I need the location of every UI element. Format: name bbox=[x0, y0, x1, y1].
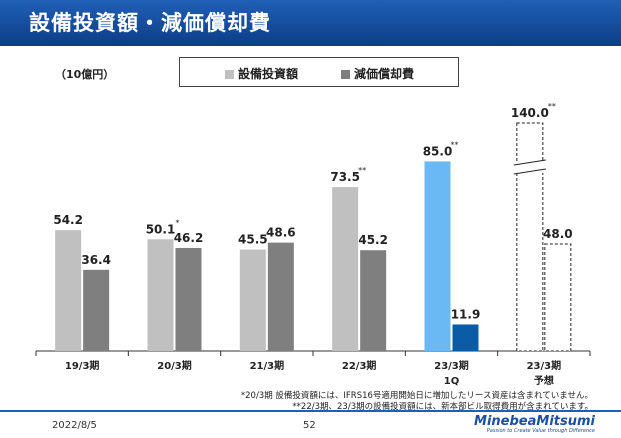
footer-date: 2022/8/5 bbox=[52, 420, 97, 431]
company-logo: MinebeaMitsumi Passion to Create Value t… bbox=[474, 415, 595, 435]
data-label: 48.0 bbox=[543, 227, 573, 241]
footer-divider bbox=[0, 410, 621, 412]
data-label: 140.0 bbox=[511, 106, 549, 120]
logo-tagline: Passion to Create Value through Differen… bbox=[486, 428, 595, 434]
data-label: 36.4 bbox=[81, 253, 111, 267]
bar-capex bbox=[332, 187, 359, 351]
footnote-marker: ** bbox=[451, 140, 459, 149]
footnote-marker: * bbox=[176, 218, 180, 227]
legend-swatch-capex bbox=[225, 70, 234, 79]
legend-item-depreciation: 減価償却費 bbox=[341, 65, 414, 82]
footnote-1: *20/3期 設備投資額には、IFRS16号適用開始日に増加したリース資産は含ま… bbox=[240, 391, 593, 401]
category-label: 23/3期 bbox=[527, 359, 562, 372]
bar-depreciation bbox=[544, 243, 572, 352]
bar-depreciation bbox=[360, 250, 387, 351]
footnote-2: **22/3期、23/3期の設備投資額には、新本部ビル取得費用が含まれています。 bbox=[292, 402, 593, 412]
page-title: 設備投資額・減価償却費 bbox=[29, 11, 271, 35]
axis-break-line bbox=[513, 168, 546, 175]
page-number: 52 bbox=[303, 420, 316, 431]
category-sublabel: 1Q bbox=[444, 376, 459, 387]
bar-capex bbox=[424, 161, 451, 351]
category-label: 22/3期 bbox=[342, 359, 377, 372]
legend-label-depreciation: 減価償却費 bbox=[354, 67, 415, 81]
data-label: 11.9 bbox=[451, 307, 481, 321]
category-label: 21/3期 bbox=[250, 359, 285, 372]
data-label: 45.5 bbox=[238, 233, 268, 247]
legend-swatch-depreciation bbox=[341, 70, 350, 79]
bar-depreciation bbox=[175, 247, 202, 351]
title-bar: 設備投資額・減価償却費 bbox=[0, 0, 621, 46]
legend-label-capex: 設備投資額 bbox=[238, 67, 299, 81]
axis-break-line bbox=[513, 159, 546, 166]
data-label: 48.6 bbox=[266, 226, 296, 240]
bar-capex bbox=[55, 230, 82, 351]
category-label: 19/3期 bbox=[65, 359, 100, 372]
bar-capex bbox=[239, 249, 266, 351]
data-label: 50.1 bbox=[146, 222, 176, 236]
category-sublabel: 予想 bbox=[534, 374, 554, 387]
data-label: 54.2 bbox=[53, 213, 83, 227]
data-label: 85.0 bbox=[423, 144, 453, 158]
logo-wordmark: MinebeaMitsumi bbox=[474, 414, 595, 429]
chart-legend: 設備投資額 減価償却費 bbox=[179, 57, 459, 87]
legend-item-capex: 設備投資額 bbox=[225, 65, 298, 82]
bar-capex bbox=[516, 122, 544, 352]
bar-capex bbox=[147, 239, 174, 351]
footnote-marker: ** bbox=[358, 166, 366, 175]
data-label: 45.2 bbox=[358, 233, 388, 247]
bar-depreciation bbox=[83, 269, 110, 351]
data-label: 46.2 bbox=[174, 231, 204, 245]
data-label: 73.5 bbox=[330, 170, 360, 184]
category-label: 23/3期 bbox=[434, 359, 469, 372]
footnote-marker: ** bbox=[548, 102, 556, 111]
category-label: 20/3期 bbox=[157, 359, 192, 372]
bar-depreciation bbox=[267, 242, 294, 351]
unit-label: （10億円） bbox=[55, 68, 115, 81]
bar-depreciation bbox=[452, 324, 479, 351]
